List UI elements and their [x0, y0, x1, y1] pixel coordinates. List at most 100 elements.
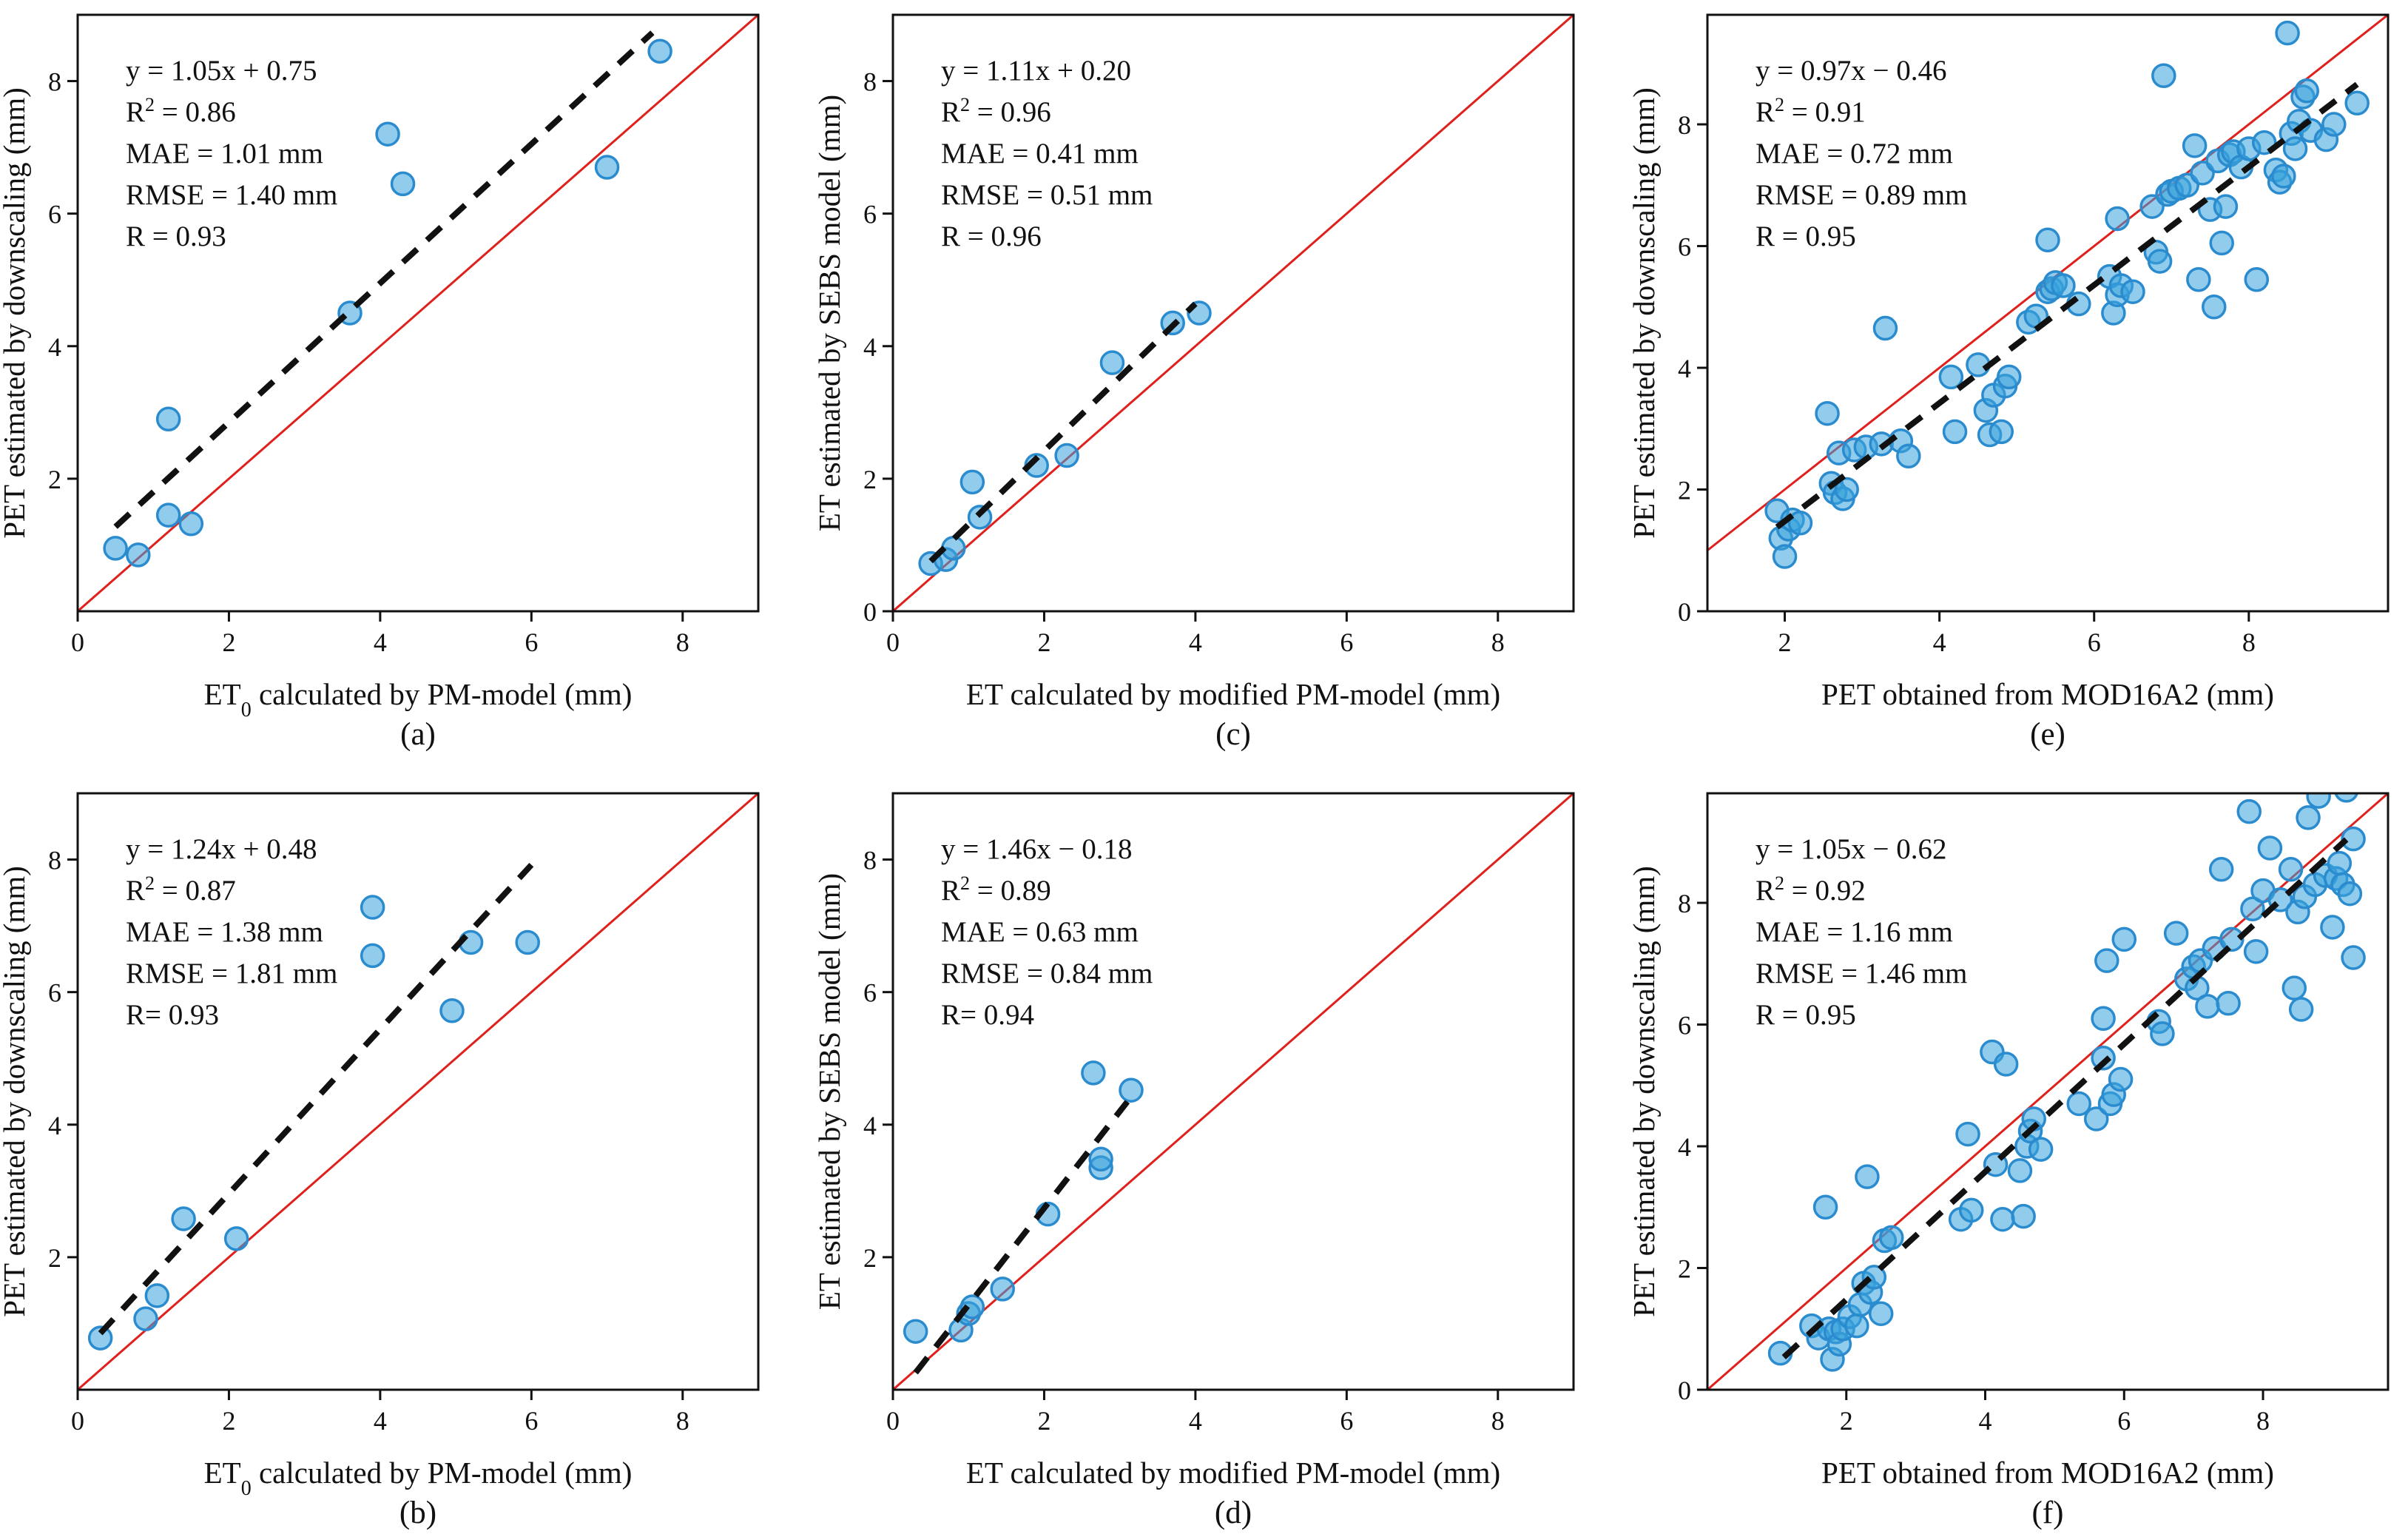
scatter-point [2216, 990, 2241, 1016]
scatter-point [1119, 1077, 1144, 1103]
r-squared-prefix: R [126, 96, 145, 128]
scatter-point [171, 1206, 196, 1231]
x-tick-label: 4 [1979, 1406, 1992, 1436]
scatter-point [2288, 997, 2314, 1022]
y-tick-label: 6 [863, 200, 877, 229]
scatter-point [2195, 994, 2220, 1019]
scatter-point [515, 929, 540, 955]
r-squared-label: R2 = 0.87 [126, 872, 236, 907]
scatter-point [1958, 1197, 1984, 1223]
scatter-point [2035, 227, 2060, 253]
scatter-point [2294, 78, 2319, 104]
rmse-label: RMSE = 0.84 mm [941, 958, 1153, 989]
x-axis-label-main: ET calculated by modified PM-model (mm) [966, 677, 1500, 711]
r-squared-superscript: 2 [1775, 94, 1784, 115]
scatter-point [1081, 1060, 1106, 1086]
scatter-point [2278, 857, 2304, 882]
scatter-point [2334, 793, 2358, 803]
y-tick-label: 6 [48, 200, 61, 229]
regression-equation: y = 1.05x + 0.75 [126, 55, 317, 87]
x-axis-label: ET0 calculated by PM-model (mm) [204, 677, 633, 722]
scatter-point [103, 536, 128, 561]
scatter-point [178, 511, 204, 537]
fit-line [1775, 81, 2359, 530]
y-axis-label: PET estimated by downscaling (mm) [0, 87, 31, 539]
scatter-point [941, 536, 966, 561]
y-tick-label: 4 [48, 1111, 61, 1140]
x-tick-label: 2 [222, 628, 235, 657]
scatter-point [2240, 896, 2265, 922]
scatter-points [103, 38, 672, 568]
x-tick-label: 0 [71, 1406, 84, 1436]
x-tick-label: 2 [1840, 1406, 1853, 1436]
r-label: R = 0.95 [1756, 221, 1856, 252]
scatter-points [1764, 20, 2370, 569]
panel-label: (e) [2030, 717, 2065, 752]
mae-label: MAE = 1.16 mm [1756, 916, 1953, 948]
y-tick-label: 8 [1678, 110, 1691, 140]
scatter-point [390, 171, 416, 197]
one-to-one-line [893, 15, 1574, 611]
y-tick-label: 2 [48, 1243, 61, 1273]
x-axis-label: ET calculated by modified PM-model (mm) [966, 1456, 1500, 1490]
r-squared-label: R2 = 0.86 [126, 94, 236, 129]
scatter-point [2182, 133, 2208, 158]
scatter-point [155, 502, 181, 528]
regression-equation: y = 1.24x + 0.48 [126, 833, 317, 865]
rmse-label: RMSE = 0.51 mm [941, 179, 1153, 211]
scatter-point [2208, 857, 2234, 882]
scatter-point [2111, 926, 2137, 952]
y-tick-label: 0 [863, 597, 877, 627]
fit-line [913, 1100, 1130, 1375]
scatter-point [2011, 1203, 2036, 1229]
fit-line [113, 30, 655, 529]
x-axis-label-main: PET obtained from MOD16A2 (mm) [1821, 1456, 2274, 1490]
scatter-point [2051, 273, 2076, 298]
scatter-point [155, 406, 181, 432]
r-label: R = 0.93 [126, 221, 226, 252]
x-axis-label-main: ET [204, 677, 241, 711]
panel-label: (b) [399, 1496, 436, 1530]
axis-frame [891, 13, 1575, 613]
y-axis-label: ET estimated by SEBS model (mm) [812, 95, 846, 531]
scatter-points [918, 300, 1212, 576]
y-axis-label: PET estimated by downscaling (mm) [1627, 866, 1661, 1317]
panel-label: (d) [1215, 1496, 1252, 1530]
axis-frame [891, 792, 1575, 1391]
r-label: R= 0.94 [941, 999, 1034, 1031]
regression-equation: y = 1.05x − 0.62 [1756, 833, 1947, 865]
r-squared-label: R2 = 0.89 [941, 872, 1051, 907]
scatter-point [2244, 267, 2270, 292]
mae-label: MAE = 0.63 mm [941, 916, 1139, 948]
scatter-point [1834, 477, 1859, 502]
x-axis-label: ET0 calculated by PM-model (mm) [204, 1456, 633, 1500]
fit-line [928, 301, 1198, 564]
r-squared-prefix: R [1756, 875, 1775, 907]
r-squared-label: R2 = 0.92 [1756, 872, 1866, 907]
y-tick-label: 6 [863, 978, 877, 1008]
y-tick-label: 2 [863, 1243, 877, 1273]
r-squared-prefix: R [126, 875, 145, 907]
r-squared-value: = 0.89 [970, 875, 1051, 907]
x-tick-label: 8 [676, 1406, 689, 1436]
y-tick-label: 4 [863, 332, 877, 362]
r-label: R = 0.95 [1756, 999, 1856, 1031]
x-tick-label: 8 [676, 628, 689, 657]
scatter-point [1844, 1313, 1869, 1339]
x-tick-label: 2 [1037, 1406, 1050, 1436]
r-squared-label: R2 = 0.96 [941, 94, 1051, 129]
x-tick-label: 8 [2242, 628, 2256, 657]
scatter-point [1872, 315, 1898, 341]
scatter-point [2281, 975, 2307, 1000]
rmse-label: RMSE = 0.89 mm [1756, 179, 1967, 211]
r-squared-value: = 0.96 [970, 96, 1051, 128]
scatter-point [126, 542, 151, 568]
r-squared-prefix: R [1756, 96, 1775, 128]
x-tick-label: 2 [222, 1406, 235, 1436]
x-tick-label: 0 [886, 1406, 900, 1436]
x-axis-label-subscript: 0 [241, 699, 252, 722]
scatter-point [2066, 1091, 2091, 1117]
chart-panel: 0 2 4 6 8 0 2 4 6 8 ET calculated by modified PM-m… [812, 13, 1575, 752]
scatter-point [1896, 443, 1921, 469]
